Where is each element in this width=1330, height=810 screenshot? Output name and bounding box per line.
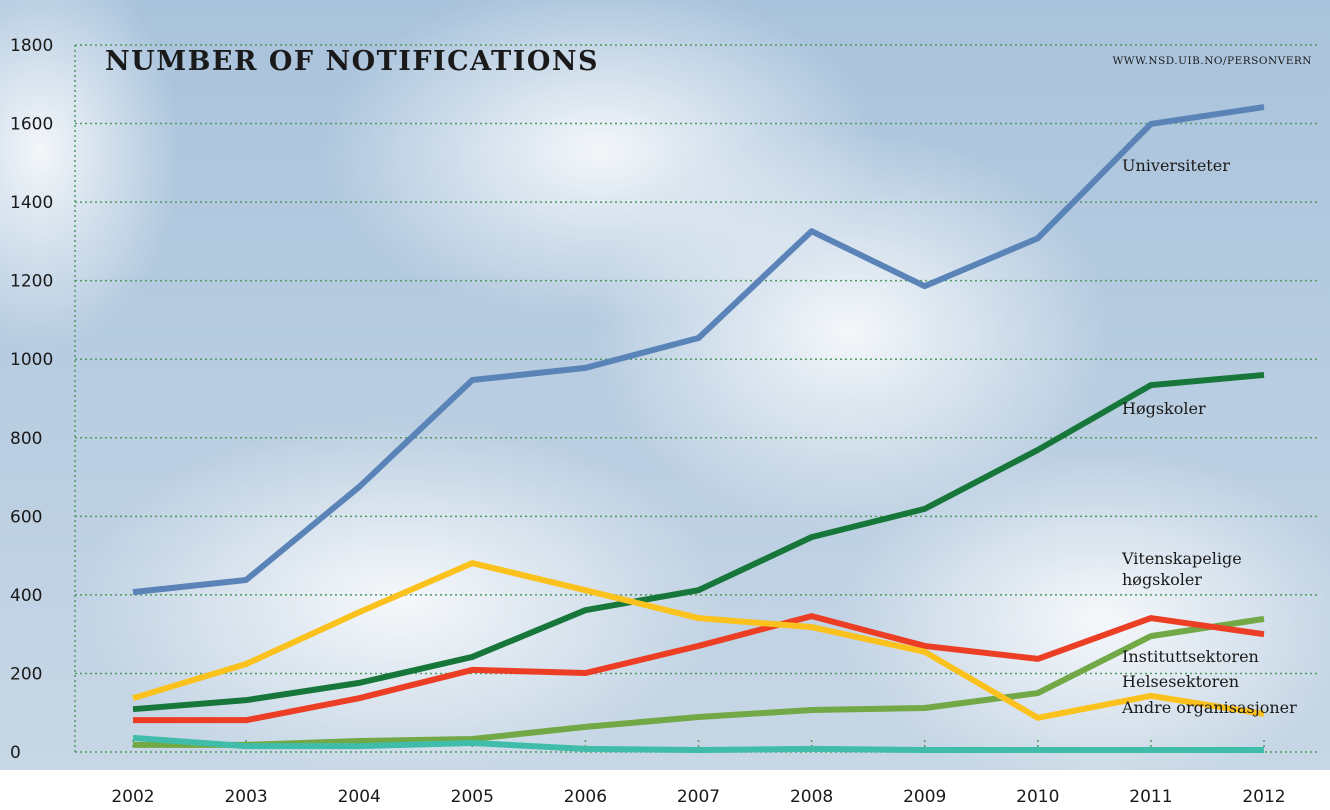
y-tick-label: 1400	[10, 193, 53, 213]
x-tick-label: 2008	[790, 787, 833, 807]
x-tick-label: 2006	[564, 787, 607, 807]
x-tick-label: 2009	[903, 787, 946, 807]
x-tick-label: 2005	[451, 787, 494, 807]
series-label: Helsesektoren	[1122, 671, 1239, 692]
chart-subtitle: WWW.NSD.UIB.NO/PERSONVERN	[1113, 55, 1313, 67]
y-tick-label: 800	[10, 429, 42, 449]
y-tick-label: 600	[10, 507, 42, 527]
chart: NUMBER OF NOTIFICATIONS WWW.NSD.UIB.NO/P…	[0, 0, 1330, 810]
chart-title: NUMBER OF NOTIFICATIONS	[105, 46, 599, 77]
series-label: Høgskoler	[1122, 398, 1206, 419]
series-label: Vitenskapelige høgskoler	[1122, 548, 1252, 590]
y-tick-label: 200	[10, 664, 42, 684]
x-tick-label: 2007	[677, 787, 720, 807]
x-tick-label: 2004	[338, 787, 381, 807]
x-tick-label: 2012	[1242, 787, 1285, 807]
series-label: Instituttsektoren	[1122, 646, 1259, 667]
y-tick-label: 1200	[10, 272, 53, 292]
y-tick-label: 1800	[10, 36, 53, 56]
x-tick-label: 2003	[224, 787, 267, 807]
x-tick-label: 2011	[1129, 787, 1172, 807]
series-label: Universiteter	[1122, 155, 1230, 176]
x-tick-label: 2002	[111, 787, 154, 807]
series-label: Andre organisasjoner	[1122, 697, 1297, 718]
y-tick-label: 400	[10, 586, 42, 606]
y-tick-label: 1600	[10, 115, 53, 135]
y-tick-label: 1000	[10, 350, 53, 370]
y-tick-label: 0	[10, 743, 21, 763]
x-tick-label: 2010	[1016, 787, 1059, 807]
